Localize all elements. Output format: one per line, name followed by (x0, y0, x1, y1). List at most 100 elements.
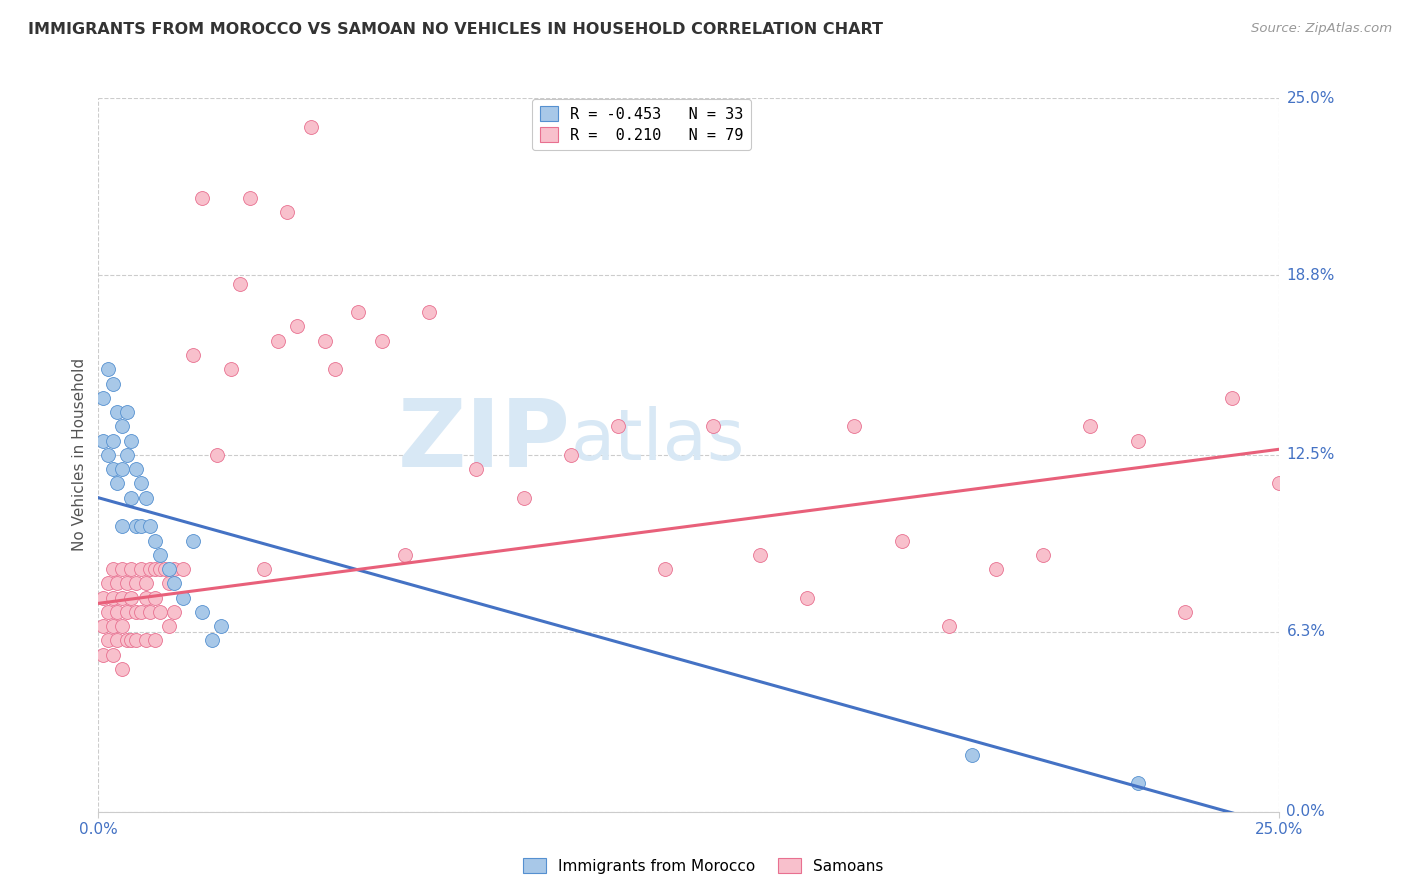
Point (121, 562, 143, 576)
Point (143, 562, 166, 576)
Point (1126, 776, 1149, 790)
Point (105, 476, 128, 491)
Point (205, 448, 228, 462)
Point (121, 491, 143, 505)
Point (111, 662, 134, 676)
Text: IMMIGRANTS FROM MOROCCO VS SAMOAN NO VEHICLES IN HOUSEHOLD CORRELATION CHART: IMMIGRANTS FROM MOROCCO VS SAMOAN NO VEH… (28, 22, 883, 37)
Point (105, 405, 128, 419)
Point (163, 576, 186, 591)
Point (121, 434, 143, 448)
Point (115, 605, 138, 619)
Point (607, 419, 630, 434)
Point (163, 605, 186, 619)
Point (135, 576, 157, 591)
Point (748, 548, 770, 562)
Text: 18.8%: 18.8% (1286, 268, 1334, 283)
Point (91, 648, 114, 662)
Point (143, 633, 166, 648)
Text: 6.3%: 6.3% (1286, 624, 1326, 640)
Point (149, 562, 172, 576)
Point (1126, 434, 1149, 448)
Point (105, 605, 128, 619)
Point (139, 562, 162, 576)
Point (125, 576, 148, 591)
Point (191, 605, 214, 619)
Point (654, 562, 676, 576)
Point (157, 619, 180, 633)
Point (323, 362, 346, 376)
Point (1032, 548, 1054, 562)
Point (97, 448, 120, 462)
Point (285, 319, 308, 334)
Text: Source: ZipAtlas.com: Source: ZipAtlas.com (1251, 22, 1392, 36)
Point (938, 619, 960, 633)
Point (121, 633, 143, 648)
Text: 25.0%: 25.0% (1286, 91, 1334, 105)
Point (153, 562, 176, 576)
Point (844, 419, 866, 434)
Point (157, 562, 180, 576)
Point (135, 491, 157, 505)
Point (465, 462, 488, 476)
Point (394, 548, 416, 562)
Point (111, 562, 134, 576)
Point (347, 305, 370, 319)
Point (125, 633, 148, 648)
Point (984, 562, 1007, 576)
Point (253, 562, 276, 576)
Legend: Immigrants from Morocco, Samoans: Immigrants from Morocco, Samoans (516, 852, 890, 880)
Point (418, 305, 440, 319)
Point (111, 619, 134, 633)
Point (181, 348, 204, 362)
Point (101, 462, 124, 476)
Point (97, 605, 120, 619)
Point (91, 591, 114, 605)
Point (125, 605, 148, 619)
Point (125, 462, 148, 476)
Point (129, 519, 152, 533)
Point (115, 448, 138, 462)
Point (115, 405, 138, 419)
Point (101, 376, 124, 391)
Point (97, 576, 120, 591)
Point (101, 591, 124, 605)
Point (314, 334, 336, 348)
Point (149, 605, 172, 619)
Point (129, 476, 152, 491)
Point (276, 205, 298, 219)
Point (139, 519, 162, 533)
Point (702, 419, 724, 434)
Point (1080, 419, 1102, 434)
Point (101, 648, 124, 662)
Point (191, 191, 214, 205)
Point (125, 519, 148, 533)
Point (371, 334, 394, 348)
Point (181, 533, 204, 548)
Point (962, 747, 984, 762)
Point (91, 391, 114, 405)
Point (97, 362, 120, 376)
Point (143, 533, 166, 548)
Point (135, 591, 157, 605)
Point (890, 533, 912, 548)
Text: atlas: atlas (571, 406, 745, 475)
Point (135, 633, 157, 648)
Point (101, 619, 124, 633)
Point (149, 548, 172, 562)
Text: ZIP: ZIP (398, 394, 571, 487)
Point (91, 434, 114, 448)
Point (172, 591, 194, 605)
Point (172, 562, 194, 576)
Point (111, 519, 134, 533)
Point (201, 633, 224, 648)
Point (219, 362, 242, 376)
Point (209, 619, 232, 633)
Point (101, 434, 124, 448)
Point (1174, 605, 1197, 619)
Point (111, 419, 134, 434)
Point (101, 562, 124, 576)
Point (129, 562, 152, 576)
Point (1268, 476, 1291, 491)
Point (157, 576, 180, 591)
Point (139, 605, 162, 619)
